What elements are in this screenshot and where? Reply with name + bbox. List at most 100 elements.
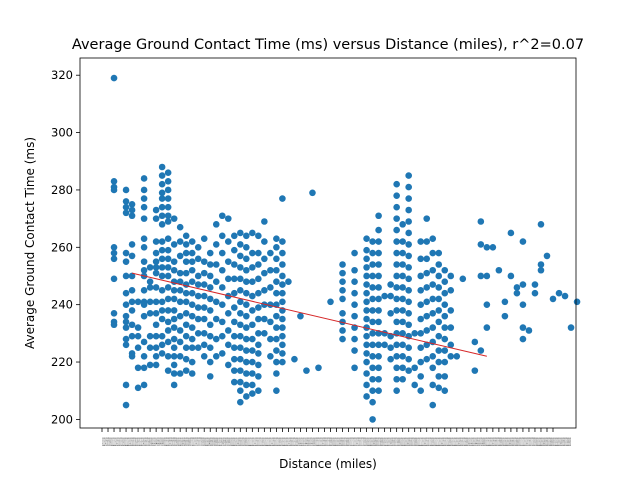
data-point (375, 272, 382, 280)
data-point (170, 344, 178, 351)
data-point (261, 330, 268, 337)
data-point (110, 178, 118, 185)
data-point (417, 330, 425, 337)
data-point (405, 229, 412, 237)
data-point (212, 335, 220, 343)
data-point (279, 195, 286, 202)
data-point (164, 255, 172, 263)
data-point (363, 246, 370, 254)
data-point (188, 258, 196, 265)
data-point (399, 375, 406, 383)
data-point (423, 284, 431, 291)
data-point (170, 335, 178, 343)
y-tick-label: 240 (51, 298, 73, 312)
data-point (170, 361, 178, 369)
data-point (417, 315, 425, 323)
data-point (255, 330, 262, 337)
data-point (206, 332, 214, 340)
data-point (224, 327, 232, 334)
data-point (279, 332, 286, 340)
data-point (477, 218, 485, 225)
y-axis: 200 220 240 260 280 300 320 (51, 68, 80, 426)
data-point (176, 238, 184, 245)
data-point (393, 203, 400, 211)
data-point (164, 235, 172, 242)
data-point (128, 307, 136, 314)
data-point (146, 344, 154, 351)
data-point (375, 387, 382, 395)
y-tick-label: 260 (51, 240, 73, 254)
data-point (194, 292, 202, 300)
data-point (128, 272, 136, 280)
data-point (351, 249, 358, 257)
data-point (405, 241, 412, 248)
data-point (423, 215, 431, 222)
data-point (369, 416, 376, 423)
data-point (393, 192, 400, 199)
data-point (122, 324, 130, 331)
data-point (255, 249, 262, 257)
data-point (140, 215, 148, 222)
data-point (393, 295, 400, 303)
chart-title: Average Ground Contact Time (ms) versus … (72, 37, 584, 53)
data-point (405, 355, 412, 363)
data-point (369, 238, 376, 245)
data-point (188, 238, 196, 245)
data-point (243, 266, 250, 274)
data-point (393, 375, 400, 383)
data-point (501, 298, 509, 306)
data-point (519, 301, 527, 308)
data-point (405, 183, 412, 191)
data-point (447, 307, 455, 314)
data-point (218, 318, 226, 326)
data-point (237, 229, 244, 237)
data-point (519, 238, 527, 245)
data-point (411, 364, 418, 372)
data-point (435, 284, 443, 291)
data-point (339, 278, 346, 286)
data-point (243, 335, 250, 343)
data-point (417, 344, 425, 351)
data-point (363, 264, 370, 271)
data-point (273, 358, 280, 366)
data-point (134, 364, 142, 372)
data-point (303, 367, 310, 374)
data-point (158, 264, 166, 271)
data-point (279, 298, 286, 306)
data-point (158, 212, 166, 220)
y-tick-label: 320 (51, 68, 73, 82)
data-point (315, 364, 322, 372)
data-point (261, 315, 268, 323)
data-point (393, 341, 400, 349)
data-point (369, 284, 376, 291)
data-point (188, 370, 196, 377)
data-point (152, 284, 160, 291)
data-point (369, 307, 376, 314)
plot-area-frame (79, 57, 577, 429)
data-point (471, 367, 479, 374)
data-point (164, 218, 172, 225)
data-point (128, 206, 136, 214)
data-point (176, 327, 184, 334)
data-point (164, 352, 172, 360)
data-point (393, 318, 400, 326)
data-point (285, 278, 292, 286)
data-point (122, 272, 130, 280)
data-point (441, 312, 449, 320)
data-point (423, 327, 431, 334)
data-point (152, 238, 160, 245)
data-point (279, 341, 286, 349)
data-point (237, 344, 244, 351)
data-point (369, 352, 376, 360)
data-point (134, 384, 142, 392)
data-point (435, 318, 443, 326)
data-point (255, 304, 262, 311)
data-point (375, 226, 382, 234)
data-point (423, 238, 431, 245)
data-point (194, 330, 202, 337)
data-point (200, 281, 208, 288)
data-point (218, 232, 226, 240)
data-point (188, 335, 196, 343)
data-point (206, 284, 214, 291)
